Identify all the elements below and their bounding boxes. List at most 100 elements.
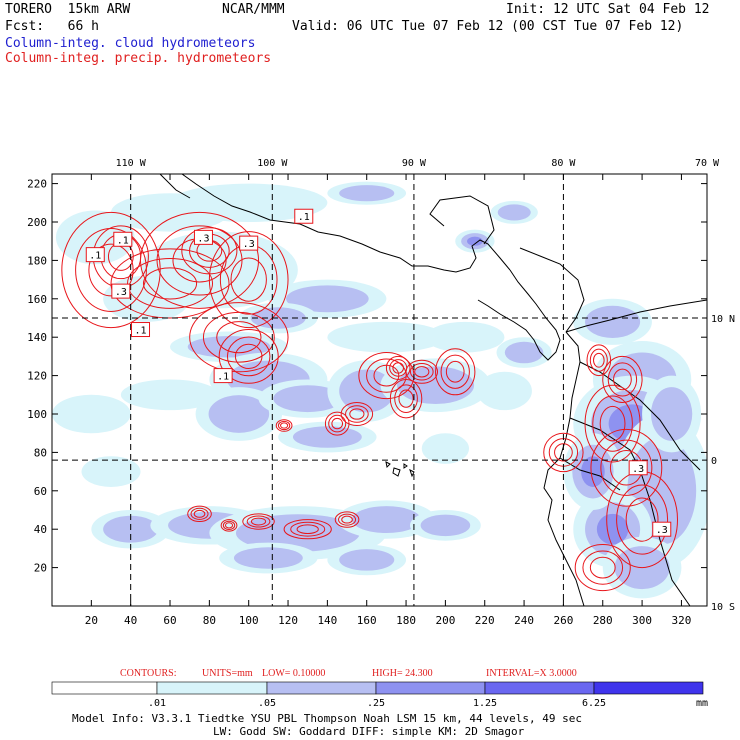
precip-contour [190, 507, 209, 520]
y-tick-label: 160 [27, 293, 47, 306]
precip-contour [222, 520, 236, 531]
contour-label-box [193, 229, 213, 245]
x-tick-label: 220 [475, 614, 495, 627]
x-tick-label: 260 [553, 614, 573, 627]
cloud-cell-halo [327, 321, 446, 353]
valid-time: Valid: 06 UTC Tue 07 Feb 12 (00 CST Tue … [292, 19, 684, 34]
coastline-layer [159, 174, 707, 606]
precip-contour [142, 267, 198, 300]
cloud-cell [286, 285, 369, 313]
precip-contour [277, 420, 291, 431]
cloud-cell [339, 185, 395, 202]
baja-coast [159, 174, 191, 199]
contour-info-low: LOW= 0.10000 [262, 668, 325, 679]
precip-contour [589, 556, 616, 579]
cloud-cell [339, 369, 395, 413]
cloud-cell [585, 305, 641, 338]
precip-contour [435, 348, 476, 396]
colorbar-segment-2 [266, 681, 377, 695]
precip-contour [582, 550, 624, 585]
precip-contour [275, 419, 293, 432]
y-tick-label: 220 [27, 178, 47, 191]
precip-contour [394, 384, 418, 413]
precip-contour [156, 225, 243, 296]
contour-label: .1 [217, 372, 229, 383]
precip-contour [208, 231, 289, 329]
cloud-cell [187, 336, 271, 358]
precip-contour [296, 524, 319, 535]
precip-contour [349, 408, 365, 420]
model-name: TORERO 15km ARW [5, 2, 131, 17]
precip-contour [189, 302, 289, 373]
contour-label: .1 [117, 235, 129, 246]
precip-contour [234, 343, 263, 369]
x-tick-label: 180 [396, 614, 416, 627]
colorbar-segment-1 [156, 681, 268, 695]
precip-contour [202, 311, 275, 363]
precip-contour [280, 422, 289, 429]
x-axis-ticks: 20 40 60 80 100 120 140 160 180 200 220 240 260 280 30… [85, 174, 691, 627]
cloud-cell-core [467, 236, 483, 246]
precip-contour [290, 521, 326, 537]
colorbar-segment-4 [484, 681, 595, 695]
contour-label-layer: .1 .1 .3 .3 .1 .3 .1 .1 .3 .3 [85, 208, 672, 537]
precip-contour [592, 395, 633, 452]
longitude-label: 80 W [551, 158, 576, 169]
contour-label: .3 [197, 233, 209, 244]
contour-label-box [294, 208, 314, 224]
cloud-cell-halo [140, 231, 298, 309]
contour-info-prefix: CONTOURS: [120, 668, 177, 679]
precip-contour [398, 389, 414, 408]
precip-contour [600, 439, 653, 496]
y-tick-label: 140 [27, 331, 47, 344]
y-tick-label: 40 [34, 523, 47, 536]
contour-label: .3 [656, 525, 668, 536]
x-tick-label: 200 [435, 614, 455, 627]
contour-label: .3 [115, 287, 127, 298]
x-tick-label: 100 [239, 614, 259, 627]
precip-contour [341, 515, 353, 524]
cloud-cell [420, 514, 471, 537]
precip-contour [334, 511, 360, 528]
colorbar-segment-0 [51, 681, 158, 695]
longitude-label: 90 W [402, 158, 427, 169]
colorbar-level-label: 6.25 [582, 698, 606, 709]
colorbar-level-label: .01 [148, 698, 166, 709]
precip-contour [324, 411, 350, 436]
precip-contour [140, 211, 260, 309]
precip-contour [242, 513, 275, 530]
contour-label-box [652, 521, 672, 537]
cloud-cell [233, 547, 303, 569]
precip-contour [589, 348, 608, 372]
precip-contour [440, 354, 470, 389]
latitude-label: 10 S [711, 602, 735, 613]
precip-contour [392, 362, 404, 374]
cloud-cell-halo [81, 456, 141, 487]
x-tick-label: 120 [278, 614, 298, 627]
cloud-cell [351, 506, 421, 534]
contour-label-box [113, 231, 133, 247]
init-time: Init: 12 UTC Sat 04 Feb 12 [506, 2, 710, 17]
cloud-cell-halo [421, 433, 469, 464]
longitude-labels: 110 W 100 W 90 W 80 W 70 W [116, 158, 720, 169]
contour-label: .1 [298, 212, 310, 223]
precip-contour [602, 355, 643, 403]
precip-contour [127, 258, 214, 309]
contour-label-box [628, 460, 648, 476]
cloud-field-label: Column-integ. cloud hydrometeors [5, 36, 256, 51]
south-america-coast [543, 299, 707, 606]
precip-contour [220, 519, 238, 532]
x-tick-label: 40 [124, 614, 137, 627]
forecast-hour: Fcst: 66 h [5, 19, 99, 34]
precip-contour [216, 321, 262, 354]
latitude-label: 10 N [711, 314, 735, 325]
galapagos-islands [385, 461, 415, 478]
colorbar: .01 .05 .25 1.25 6.25 mm [51, 681, 708, 709]
precip-contour [616, 484, 669, 555]
precip-contour [61, 211, 161, 329]
precip-contour [246, 515, 271, 528]
contour-info-line: CONTOURS: UNITS=mm LOW= 0.10000 HIGH= 24… [120, 668, 577, 679]
precip-contour [338, 513, 357, 526]
model-info-line-2: LW: Godd SW: Goddard DIFF: simple KM: 2D… [213, 725, 525, 738]
